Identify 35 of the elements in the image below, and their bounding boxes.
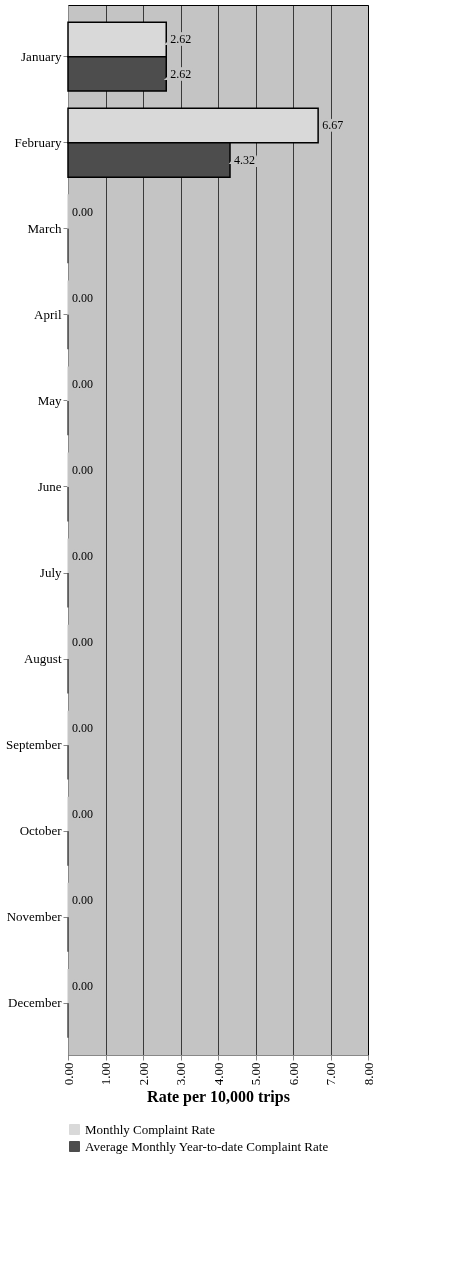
x-tick-label: 8.00 [360,1062,376,1086]
y-tick-label: February [14,134,62,150]
y-tick-label: April [34,306,62,322]
y-tick-label: June [37,478,62,494]
x-tick-label: 1.00 [98,1062,113,1086]
y-tick-label: May [37,392,62,408]
x-axis-title: Rate per 10,000 trips [147,1088,290,1107]
y-tick-label: July [39,565,62,581]
data-label: 0.00 [72,462,93,477]
y-tick-label: November [6,909,63,925]
data-label: 0.00 [72,376,93,391]
data-label: 4.32 [234,152,255,167]
legend-label: Monthly Complaint Rate [85,1121,216,1137]
y-tick-label: October [19,823,63,839]
x-tick-label: 5.00 [248,1062,263,1086]
x-tick-label: 0.00 [60,1062,76,1086]
y-tick-label: December [8,995,63,1011]
data-label: 0.00 [72,893,93,908]
data-label: 0.00 [72,634,93,649]
data-label: 0.00 [72,720,93,735]
x-tick-label: 2.00 [135,1062,151,1086]
y-tick-label: August [23,651,62,667]
data-label: 0.00 [72,204,93,219]
data-label: 0.00 [72,290,93,305]
y-tick-label: March [27,220,62,236]
legend-label: Average Monthly Year-to-date Complaint Rate [85,1138,329,1154]
y-tick-label: January [21,48,62,64]
y-tick-label: September [5,737,63,753]
data-label: 0.00 [72,807,93,822]
data-label: 0.00 [72,979,93,994]
x-tick-label: 3.00 [173,1062,188,1086]
data-label: 0.00 [72,548,93,563]
x-tick-label: 4.00 [210,1062,226,1086]
x-tick-label: 6.00 [285,1062,301,1086]
x-tick-label: 7.00 [323,1062,338,1086]
